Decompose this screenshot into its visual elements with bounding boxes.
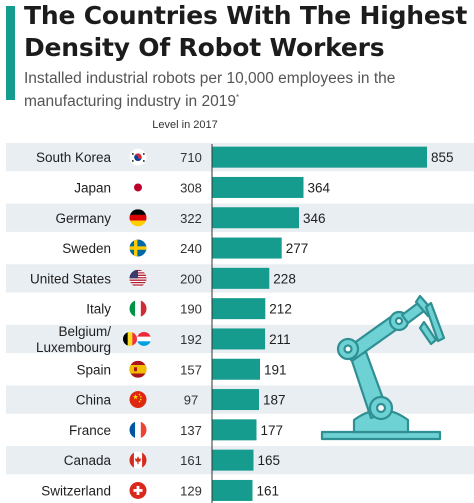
category-label: Luxembourg (36, 340, 111, 355)
bar-row: Spain 157 191 (76, 358, 287, 380)
level-2017-value: 192 (180, 332, 202, 347)
title-accent-bar (6, 6, 15, 100)
bar (212, 298, 266, 320)
level-2017-value: 240 (180, 241, 202, 256)
category-label: China (76, 393, 112, 408)
level-2017-header: Level in 2017 (152, 119, 218, 131)
belgium-luxembourg-flag-icon (123, 331, 151, 346)
category-label: United States (30, 271, 111, 286)
bar (212, 358, 260, 380)
bar (212, 479, 253, 501)
subtitle-text: Installed industrial robots per 10,000 e… (24, 70, 396, 111)
bar-value-label: 277 (286, 241, 309, 256)
bar-value-label: 165 (258, 453, 281, 468)
level-2017-value: 308 (180, 180, 202, 195)
bar-row: Germany 322 346 (55, 207, 326, 229)
category-label: Germany (55, 211, 111, 226)
chart-title: The Countries With The Highest Density O… (24, 1, 468, 62)
bar-row: South Korea 710 855 (36, 146, 454, 168)
level-2017-value: 322 (180, 211, 202, 226)
bar-row: China 97 187 (76, 389, 286, 411)
bar-value-label: 161 (257, 483, 280, 498)
level-2017-value: 190 (180, 302, 202, 317)
bar-row: Belgium/Luxembourg 192 211 (36, 324, 291, 355)
south-korea-flag-icon (129, 148, 147, 166)
bar-row: Switzerland 129 161 (41, 479, 280, 501)
bar (212, 389, 259, 411)
chart-rows: South Korea 710 855 Japan 308 364 Germany 322 34… (30, 144, 454, 503)
france-flag-icon (129, 421, 147, 439)
bar-row: Sweden 240 277 (62, 237, 309, 259)
level-2017-value: 137 (180, 423, 202, 438)
level-2017-value: 710 (180, 150, 202, 165)
bar (212, 449, 254, 471)
category-label: Spain (76, 362, 111, 377)
japan-flag-icon (129, 178, 147, 196)
germany-flag-icon (129, 209, 147, 227)
category-label: Japan (74, 180, 111, 195)
category-label: Sweden (62, 241, 111, 256)
level-2017-value: 200 (180, 271, 202, 286)
bar-row: France 137 177 (69, 419, 284, 441)
sweden-flag-icon (129, 239, 147, 257)
category-label: Switzerland (41, 483, 111, 498)
bar-value-label: 855 (431, 150, 454, 165)
bar-value-label: 346 (303, 211, 326, 226)
bar-row: Italy 190 212 (86, 298, 292, 320)
level-2017-value: 97 (184, 393, 198, 408)
bar-value-label: 212 (269, 302, 292, 317)
bar-value-label: 177 (261, 423, 284, 438)
category-label: Belgium/ (58, 324, 111, 339)
level-2017-value: 161 (180, 453, 202, 468)
robot-arm-illustration (320, 294, 446, 441)
bar-row: Canada 161 165 (64, 449, 281, 471)
bar-value-label: 228 (273, 271, 296, 286)
bar (212, 207, 299, 229)
category-label: France (69, 423, 111, 438)
china-flag-icon (129, 391, 147, 409)
subtitle-footnote-mark: * (235, 93, 240, 102)
bar (212, 146, 427, 168)
bar (212, 237, 282, 259)
bar-value-label: 191 (264, 362, 287, 377)
bar (212, 176, 304, 198)
bar-value-label: 364 (308, 180, 331, 195)
bar-row: United States 200 228 (30, 267, 296, 289)
switzerland-flag-icon (129, 481, 147, 499)
chart-subtitle: Installed industrial robots per 10,000 e… (24, 69, 464, 111)
category-label: Canada (64, 453, 112, 468)
united-states-flag-icon (129, 269, 147, 287)
bar-row: Japan 308 364 (74, 176, 331, 198)
bar (212, 328, 266, 350)
category-label: South Korea (36, 150, 112, 165)
level-2017-value: 157 (180, 362, 202, 377)
spain-flag-icon (129, 360, 147, 378)
bar-value-label: 187 (263, 393, 286, 408)
bar (212, 267, 270, 289)
italy-flag-icon (129, 300, 147, 318)
category-label: Italy (86, 302, 111, 317)
bar-value-label: 211 (269, 332, 291, 347)
canada-flag-icon (129, 451, 147, 469)
bar (212, 419, 257, 441)
level-2017-value: 129 (180, 483, 202, 498)
